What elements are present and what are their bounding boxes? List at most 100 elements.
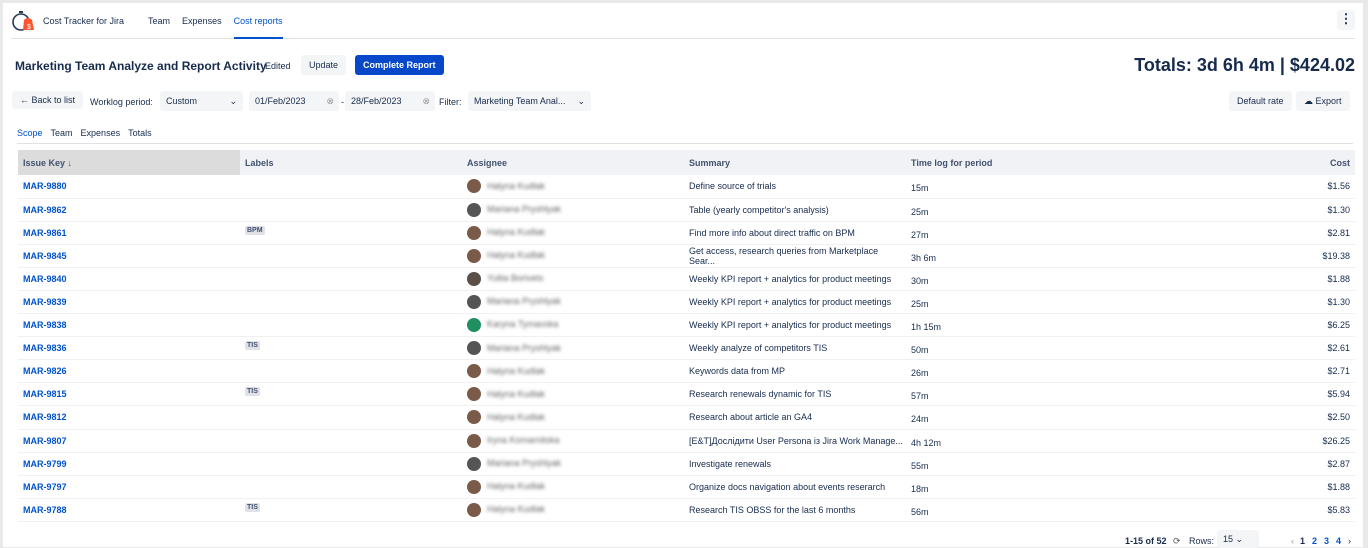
filter-value: Marketing Team Anal... xyxy=(474,96,566,106)
prev-page-icon[interactable]: ‹ xyxy=(1291,536,1294,546)
tab-scope[interactable]: Scope xyxy=(17,128,43,138)
issue-key-link[interactable]: MAR-9862 xyxy=(18,198,240,222)
tab-totals[interactable]: Totals xyxy=(128,128,152,138)
cost-cell: $1.56 xyxy=(1130,175,1355,199)
issue-key-link[interactable]: MAR-9788 xyxy=(18,498,240,522)
back-to-list-button[interactable]: ← Back to list xyxy=(12,91,84,109)
column-issue-key[interactable]: Issue Key ↓ xyxy=(18,150,240,175)
labels-cell xyxy=(240,175,462,199)
tab-team[interactable]: Team xyxy=(50,128,73,138)
table-row[interactable]: MAR-9880 Halyna Kudlak Define source of … xyxy=(18,175,1355,199)
period-select[interactable]: Custom ⌄ xyxy=(160,91,243,111)
time-value: 25m xyxy=(911,299,929,310)
time-cell: 18m xyxy=(906,475,1130,499)
rows-per-page-select[interactable]: 15 ⌄ xyxy=(1217,530,1259,548)
issue-key-link[interactable]: MAR-9812 xyxy=(18,405,240,430)
issue-key-link[interactable]: MAR-9838 xyxy=(18,313,240,338)
time-cell: 1h 15m xyxy=(906,313,1130,338)
time-value: 30m xyxy=(911,275,929,286)
assignee-cell: Halyna Kudlak xyxy=(462,175,684,199)
table-row[interactable]: MAR-9836 TIS Mariana Pryshlyak Weekly an… xyxy=(18,336,1355,361)
clear-icon[interactable]: ⊗ xyxy=(422,96,430,106)
column-summary[interactable]: Summary xyxy=(684,150,906,175)
column-time-log[interactable]: Time log for period xyxy=(906,150,1130,175)
labels-cell: TIS xyxy=(240,498,462,522)
labels-cell xyxy=(240,429,462,453)
table-row[interactable]: MAR-9788 TIS Halyna Kudlak Research TIS … xyxy=(18,498,1355,522)
issue-key-link[interactable]: MAR-9815 xyxy=(18,382,240,407)
page-2[interactable]: 2 xyxy=(1312,536,1318,546)
nav-team[interactable]: Team xyxy=(148,15,171,26)
page-4[interactable]: 4 xyxy=(1336,536,1342,546)
summary-cell: Define source of trials xyxy=(684,175,906,199)
more-options-icon[interactable]: ⋮ xyxy=(1337,10,1355,30)
labels-cell xyxy=(240,267,462,291)
table-row[interactable]: MAR-9861 BPM Halyna Kudlak Find more inf… xyxy=(18,221,1355,245)
column-labels[interactable]: Labels xyxy=(240,150,462,175)
filter-select[interactable]: Marketing Team Anal... ⌄ xyxy=(468,91,591,111)
cost-cell: $1.88 xyxy=(1130,267,1355,291)
clear-icon[interactable]: ⊗ xyxy=(326,96,334,106)
table-row[interactable]: MAR-9807 Iryna Komarnitska [E&T]Дослідит… xyxy=(18,429,1355,453)
refresh-icon[interactable]: ⟳ xyxy=(1173,536,1181,546)
column-assignee[interactable]: Assignee xyxy=(462,150,684,175)
label-tag[interactable]: BPM xyxy=(245,225,265,235)
complete-report-button[interactable]: Complete Report xyxy=(355,55,444,75)
avatar xyxy=(467,479,481,494)
assignee-cell: Halyna Kudlak xyxy=(462,359,684,384)
labels-cell xyxy=(240,359,462,384)
date-to-input[interactable]: 28/Feb/2023 ⊗ xyxy=(345,91,435,111)
edited-status: Edited xyxy=(265,61,291,71)
table-row[interactable]: MAR-9845 Halyna Kudlak Get access, resea… xyxy=(18,244,1355,268)
date-dash: - xyxy=(341,97,344,107)
table-row[interactable]: MAR-9840 Yuliia Borivets Weekly KPI repo… xyxy=(18,267,1355,291)
label-tag[interactable]: TIS xyxy=(245,387,260,397)
default-rate-button[interactable]: Default rate xyxy=(1229,91,1292,111)
avatar xyxy=(467,271,481,286)
labels-cell xyxy=(240,198,462,222)
table-row[interactable]: MAR-9799 Mariana Pryshlyak Investigate r… xyxy=(18,452,1355,476)
issue-key-link[interactable]: MAR-9845 xyxy=(18,244,240,268)
summary-cell: Research renewals dynamic for TIS xyxy=(684,382,906,407)
avatar xyxy=(467,433,481,448)
page-3[interactable]: 3 xyxy=(1324,536,1330,546)
table-row[interactable]: MAR-9815 TIS Halyna Kudlak Research rene… xyxy=(18,382,1355,407)
nav-expenses[interactable]: Expenses xyxy=(182,15,222,26)
update-button[interactable]: Update xyxy=(301,55,347,75)
page-1[interactable]: 1 xyxy=(1300,536,1306,546)
assignee-cell: Mariana Pryshlyak xyxy=(462,290,684,315)
issue-key-link[interactable]: MAR-9880 xyxy=(18,175,240,199)
label-tag[interactable]: TIS xyxy=(245,502,260,512)
table-row[interactable]: MAR-9826 Halyna Kudlak Keywords data fro… xyxy=(18,359,1355,384)
svg-text:$: $ xyxy=(27,24,31,31)
next-page-icon[interactable]: › xyxy=(1348,536,1351,546)
issue-key-link[interactable]: MAR-9807 xyxy=(18,429,240,453)
issue-key-link[interactable]: MAR-9861 xyxy=(18,221,240,245)
export-button[interactable]: ☁ Export xyxy=(1296,91,1350,111)
issue-key-link[interactable]: MAR-9839 xyxy=(18,290,240,315)
summary-cell: Organize docs navigation about events re… xyxy=(684,475,906,499)
table-row[interactable]: MAR-9838 Karyna Tymavska Weekly KPI repo… xyxy=(18,313,1355,338)
date-from-input[interactable]: 01/Feb/2023 ⊗ xyxy=(249,91,339,111)
period-value: Custom xyxy=(166,96,198,106)
issue-key-link[interactable]: MAR-9836 xyxy=(18,336,240,361)
assignee-name: Halyna Kudlak xyxy=(487,481,546,492)
table-row[interactable]: MAR-9839 Mariana Pryshlyak Weekly KPI re… xyxy=(18,290,1355,315)
avatar xyxy=(467,225,481,240)
labels-cell: TIS xyxy=(240,336,462,361)
assignee-cell: Mariana Pryshlyak xyxy=(462,452,684,476)
table-row[interactable]: MAR-9797 Halyna Kudlak Organize docs nav… xyxy=(18,475,1355,499)
issue-key-link[interactable]: MAR-9797 xyxy=(18,475,240,499)
issue-key-link[interactable]: MAR-9826 xyxy=(18,359,240,384)
nav-cost-reports[interactable]: Cost reports xyxy=(233,3,283,39)
labels-cell xyxy=(240,313,462,338)
assignee-cell: Yuliia Borivets xyxy=(462,267,684,291)
time-cell: 50m xyxy=(906,336,1130,361)
tab-expenses[interactable]: Expenses xyxy=(80,128,121,138)
column-cost[interactable]: Cost xyxy=(1130,150,1355,175)
label-tag[interactable]: TIS xyxy=(245,341,260,351)
issue-key-link[interactable]: MAR-9799 xyxy=(18,452,240,476)
table-row[interactable]: MAR-9812 Halyna Kudlak Research about ar… xyxy=(18,405,1355,430)
issue-key-link[interactable]: MAR-9840 xyxy=(18,267,240,291)
table-row[interactable]: MAR-9862 Mariana Pryshlyak Table (yearly… xyxy=(18,198,1355,222)
